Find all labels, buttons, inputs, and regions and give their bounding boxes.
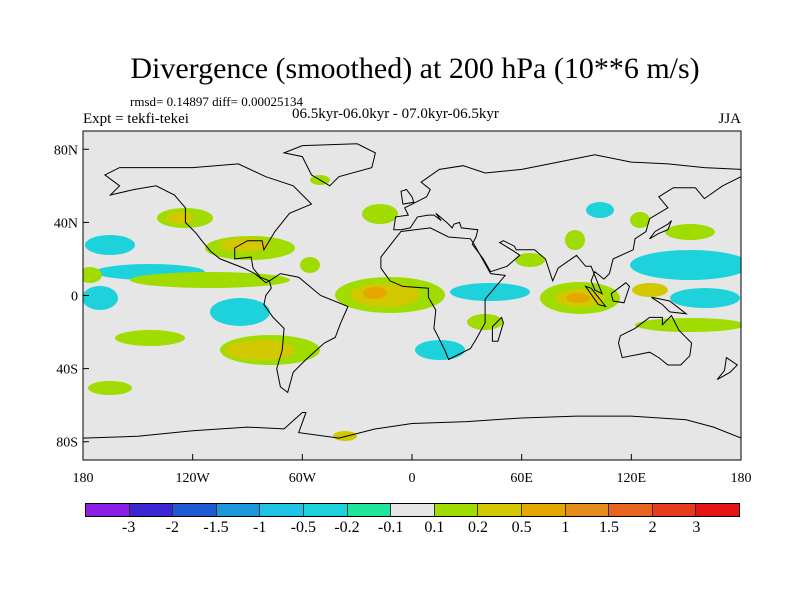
period-label: 06.5kyr-06.0kyr - 07.0kyr-06.5kyr	[292, 106, 499, 122]
contour-region	[630, 212, 650, 228]
colorbar-label: 1.5	[599, 519, 619, 536]
x-tick-label: 120E	[617, 471, 647, 486]
coastline-madagascar	[491, 316, 504, 342]
coastline-greenland	[282, 143, 376, 187]
colorbar-label: 0.2	[468, 519, 488, 536]
contour-region	[225, 340, 295, 360]
colorbar-swatch	[129, 504, 174, 516]
coastline-australia	[617, 314, 693, 366]
colorbar-swatch	[216, 504, 261, 516]
colorbar-label: -0.5	[290, 519, 316, 536]
x-tick-label: 60W	[289, 471, 317, 486]
experiment-label: Expt = tekfi-tekei	[83, 111, 189, 127]
colorbar-swatch	[303, 504, 348, 516]
colorbar-swatch	[260, 504, 304, 516]
coastline-new-zealand	[716, 356, 739, 381]
contour-region	[363, 287, 387, 299]
contour-region	[83, 286, 118, 310]
y-tick-label: 40S	[56, 363, 78, 378]
contour-region	[88, 381, 132, 395]
colorbar-swatch	[86, 504, 130, 516]
contour-region	[83, 267, 102, 283]
colorbar-label: 1	[561, 519, 570, 536]
coastline-borneo	[610, 282, 631, 304]
coastline-antarctica	[83, 411, 741, 439]
axis-ticks: 180 120W 60W 0 60E 120E 180 80N 40N 0 40S 80S	[54, 143, 752, 486]
contour-region	[665, 224, 715, 240]
contour-region	[300, 257, 320, 273]
y-tick-label: 80N	[54, 143, 78, 158]
colorbar-swatch	[565, 504, 610, 516]
contour-region	[515, 253, 545, 267]
coastline-eurasia	[393, 154, 741, 295]
colorbar-label: -1	[252, 519, 267, 536]
contour-region	[130, 272, 290, 288]
colorbar-label: -3	[121, 519, 136, 536]
y-tick-label: 0	[71, 290, 78, 305]
contour-region	[630, 250, 741, 280]
x-tick-label: 180	[731, 471, 752, 486]
coastline-japan	[649, 220, 672, 240]
colorbar-swatch	[391, 504, 435, 516]
colorbar-label: -1.5	[203, 519, 229, 536]
contour-region	[362, 204, 398, 224]
coastline-uk	[400, 188, 415, 205]
x-tick-label: 60E	[510, 471, 533, 486]
contour-region	[565, 230, 585, 250]
colorbar-swatch	[434, 504, 479, 516]
contour-region	[586, 202, 614, 218]
coastlines	[83, 143, 741, 439]
colorbar-swatch	[521, 504, 566, 516]
contour-region	[450, 283, 530, 301]
contour-region	[220, 238, 270, 252]
colorbar-swatch	[173, 504, 217, 516]
contour-region	[632, 283, 668, 297]
colorbar-swatch	[478, 504, 522, 516]
colorbar-swatch	[347, 504, 392, 516]
x-tick-label: 0	[409, 471, 416, 486]
x-tick-label: 120W	[176, 471, 211, 486]
y-tick-label: 80S	[56, 436, 78, 451]
colorbar	[85, 503, 740, 517]
plot-title: Divergence (smoothed) at 200 hPa (10**6 …	[130, 52, 700, 85]
colorbar-label: -2	[165, 519, 179, 536]
contour-region	[115, 330, 185, 346]
colorbar-swatch	[609, 504, 653, 516]
coastline-africa	[380, 227, 507, 361]
colorbar-label: -0.2	[334, 519, 360, 536]
coastline-sumatra	[584, 285, 608, 308]
coastline-new-guinea	[651, 296, 688, 315]
field-contours	[83, 175, 741, 441]
colorbar-swatch	[696, 504, 739, 516]
contour-region	[670, 288, 740, 308]
colorbar-label: 2	[648, 519, 657, 536]
stats-text: rmsd= 0.14897 diff= 0.00025134	[130, 94, 303, 109]
coastline-south-america	[263, 273, 349, 394]
colorbar-label: 3	[692, 519, 701, 536]
contour-region	[566, 293, 590, 303]
season-label: JJA	[718, 111, 741, 127]
x-tick-label: 180	[73, 471, 94, 486]
colorbar-label: -0.1	[377, 519, 404, 536]
contour-region	[210, 298, 270, 326]
contour-region	[415, 340, 465, 360]
contour-region	[635, 318, 741, 332]
colorbar-label: 0.5	[511, 519, 532, 536]
colorbar-label: 0.1	[424, 519, 445, 536]
y-tick-label: 40N	[54, 216, 78, 231]
contour-region	[333, 431, 357, 441]
contour-region	[85, 235, 135, 255]
contour-region	[166, 212, 194, 224]
colorbar-swatch	[652, 504, 697, 516]
coastline-north-america	[103, 163, 313, 284]
